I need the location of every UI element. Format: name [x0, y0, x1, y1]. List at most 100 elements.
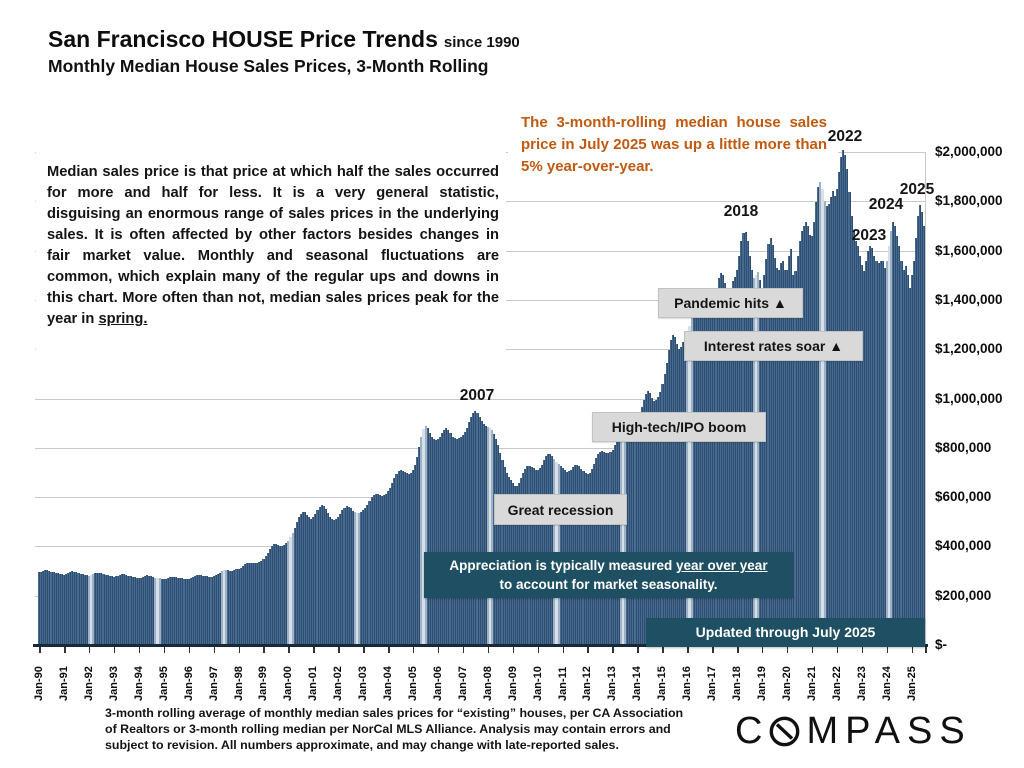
bar [669, 339, 672, 645]
bar [451, 436, 454, 645]
bar [613, 445, 616, 645]
bar [619, 426, 622, 645]
bar [312, 517, 315, 645]
bar [775, 267, 778, 645]
bar [434, 440, 437, 645]
bar [362, 510, 365, 645]
x-axis-tick [238, 647, 240, 653]
banner-updated-through: Updated through July 2025 [646, 618, 925, 647]
bar [92, 574, 95, 645]
bar [337, 516, 340, 645]
bar [887, 245, 891, 645]
x-axis-label: Jan-90 [33, 666, 45, 701]
bar [351, 510, 354, 645]
bar [860, 265, 864, 645]
title-block: San Francisco HOUSE Price Trends since 19… [48, 26, 520, 77]
bar [403, 472, 406, 645]
bar [898, 246, 901, 645]
bar [233, 570, 236, 645]
bar [723, 282, 726, 645]
bar [873, 255, 876, 645]
bar [624, 424, 627, 645]
bar [198, 574, 201, 645]
y-axis-label: $400,000 [935, 538, 992, 554]
bar [813, 221, 816, 645]
bar [272, 544, 275, 645]
bar [705, 315, 708, 645]
bar [457, 438, 460, 645]
bar [83, 574, 86, 645]
bar [58, 573, 61, 645]
bar [488, 427, 492, 645]
bar [262, 558, 265, 645]
x-axis-label: Jan-12 [581, 666, 594, 701]
bar [328, 516, 332, 645]
bar [324, 508, 327, 645]
bar [260, 560, 263, 645]
bar [210, 576, 213, 645]
bar [730, 288, 733, 645]
bar [87, 575, 90, 645]
bar [376, 494, 379, 645]
bar [628, 430, 631, 645]
bar [229, 570, 232, 645]
bar [750, 270, 753, 645]
bar [143, 575, 147, 645]
bar [432, 439, 435, 645]
bar [615, 438, 618, 645]
bar [738, 256, 741, 645]
bar [796, 256, 799, 645]
bar [707, 312, 710, 645]
bar [634, 428, 637, 645]
bar [763, 275, 766, 645]
x-axis-label: Jan-08 [481, 666, 494, 701]
bar [779, 263, 782, 645]
bar [817, 187, 820, 645]
x-axis-tick [562, 647, 564, 653]
callout-interest-rates-soar: Interest rates soar ▲ [684, 331, 863, 361]
x-axis-tick [363, 647, 365, 653]
bar [811, 235, 814, 645]
bar [673, 337, 676, 645]
x-axis-tick [388, 647, 390, 653]
bar [885, 260, 888, 645]
bar [842, 149, 845, 645]
bar [347, 506, 350, 645]
bar [684, 339, 687, 645]
bar [632, 430, 635, 645]
banner-line1: Appreciation is typically measured year … [449, 556, 767, 575]
bar [62, 574, 66, 645]
bar [202, 575, 205, 645]
bar [108, 575, 111, 645]
bar [237, 568, 240, 645]
bar [906, 275, 909, 645]
peak-year-label-2025: 2025 [899, 181, 935, 198]
bar [42, 570, 45, 645]
bar [661, 384, 664, 645]
bar [349, 508, 352, 645]
bar [414, 465, 417, 645]
bar [875, 261, 878, 645]
bar [239, 567, 242, 645]
bar [96, 572, 99, 645]
bar [665, 362, 668, 645]
bar [478, 416, 481, 645]
bar [399, 470, 402, 645]
bar [769, 238, 772, 645]
bar [274, 544, 277, 645]
x-axis-label: Jan-07 [456, 666, 469, 701]
bar [453, 438, 456, 645]
bar [231, 570, 234, 645]
bar [493, 433, 496, 645]
bar [736, 270, 739, 645]
bar [364, 507, 367, 645]
bar [636, 423, 639, 645]
banner-text: Updated through July 2025 [695, 624, 876, 640]
bar [370, 497, 373, 645]
bar [81, 574, 84, 645]
bar [626, 427, 629, 645]
bar [601, 451, 604, 645]
bar [819, 182, 822, 645]
bar [883, 268, 886, 645]
